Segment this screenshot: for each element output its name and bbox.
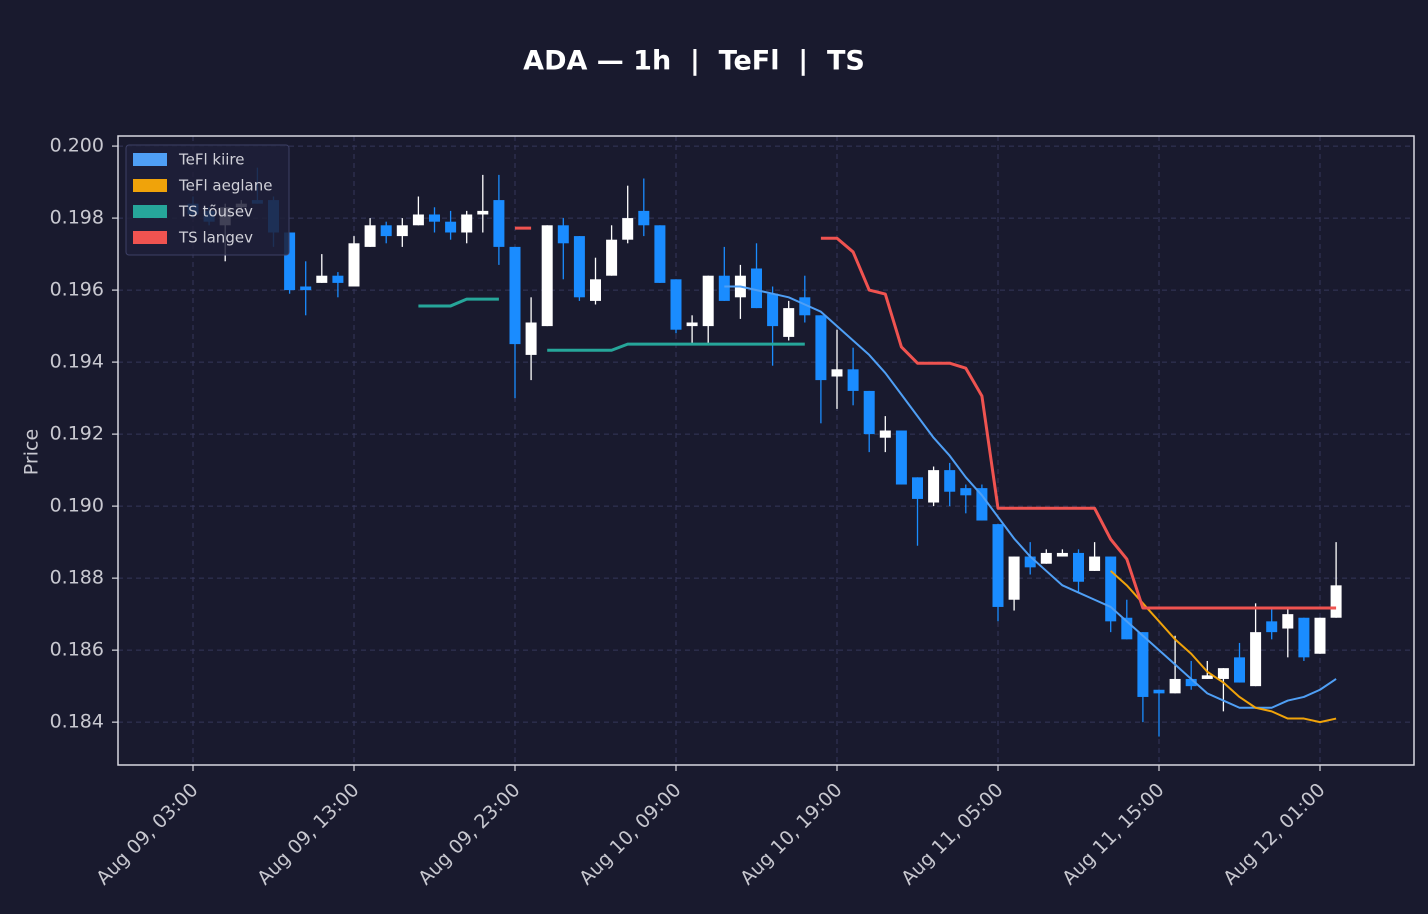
legend-label: TS langev [178,229,253,247]
y-tick-label: 0.200 [50,135,104,157]
y-tick-label: 0.186 [50,639,104,661]
candle-body [1073,552,1084,582]
y-tick-label: 0.188 [50,567,104,589]
candle-body [1298,617,1310,658]
candle-body [348,243,360,287]
candle-body [396,225,408,237]
candle-body [622,218,634,240]
candle-body [767,293,779,327]
candle-body [1153,689,1165,694]
candle-body [445,221,457,233]
candle-body [461,214,473,233]
y-tick-label: 0.184 [50,711,104,733]
candle-body [477,210,489,215]
candle-body [1169,678,1181,694]
candle-body [702,275,714,327]
candle-body [895,430,907,485]
candle-body [606,239,618,276]
candle-body [1217,668,1229,679]
candle-body [1089,556,1101,571]
candle-body [590,279,601,301]
candle-body [976,488,988,521]
legend-label: TS tõusev [178,203,253,221]
candle-body [944,470,956,492]
candle-body [557,225,569,244]
candle-body [863,390,875,435]
candle-body [1121,617,1133,640]
candle-body [638,210,650,226]
legend-swatch [133,179,167,192]
candle-body [1040,552,1052,564]
candle-body [783,308,795,337]
candle-body [879,430,891,438]
candle-body [799,297,811,316]
candle-body [960,488,972,496]
candle-body [429,214,440,222]
candle-body [412,214,424,226]
indicator-line [418,297,805,352]
y-tick-label: 0.196 [50,279,104,301]
legend-label: TeFl aeglane [178,177,272,195]
candle-body [364,225,376,247]
chart-title: ADA — 1h | TeFl | TS [523,46,865,77]
candle-body [1234,657,1245,683]
legend-swatch [133,231,167,244]
candle-body [912,477,923,499]
y-tick-label: 0.198 [50,207,104,229]
candle-body [509,246,521,345]
grid [118,136,1414,765]
candle-body [654,225,666,283]
candle-body [718,275,730,301]
legend-label: TeFl kiire [178,151,245,169]
indicator-line [724,285,1337,709]
candle-body [847,369,859,391]
candle-body [1266,621,1278,633]
candle-body [670,279,682,330]
candle-body [380,225,392,237]
indicator-line [515,226,1337,610]
candle-body [1282,614,1294,629]
candle-body [992,524,1004,607]
candle-body [573,236,585,298]
legend-swatch [133,205,167,218]
candle-body [1137,632,1149,697]
legend-swatch [133,153,167,166]
plot [187,167,1342,737]
candle-body [1056,552,1068,557]
plot-frame [117,135,1415,766]
y-axis-label: Price [21,429,43,475]
candle-body [1314,617,1326,654]
candle-body [831,369,843,377]
candle-body [332,275,344,283]
candle-body [493,200,505,247]
candle-body [1201,675,1213,679]
y-tick-label: 0.190 [50,495,104,517]
candle-body [300,286,312,291]
candle-body [686,322,698,327]
candle-body [541,225,553,327]
candle-body [284,232,296,291]
candle-body [525,322,537,355]
candle-body [928,470,940,503]
y-tick-label: 0.192 [50,423,104,445]
candle-body [815,315,827,381]
candle-body [751,268,762,309]
candle-body [1024,556,1036,568]
candle-body [316,275,328,283]
candle-body [1105,556,1117,622]
candle-body [1185,678,1197,687]
candle-body [1330,585,1342,618]
legend: TeFl kiire TeFl aeglane TS tõusev TS langev [125,144,290,256]
legend-box [125,144,290,256]
candle-body [1250,632,1262,687]
y-tick-label: 0.194 [50,351,104,373]
candle-body [1008,556,1020,600]
